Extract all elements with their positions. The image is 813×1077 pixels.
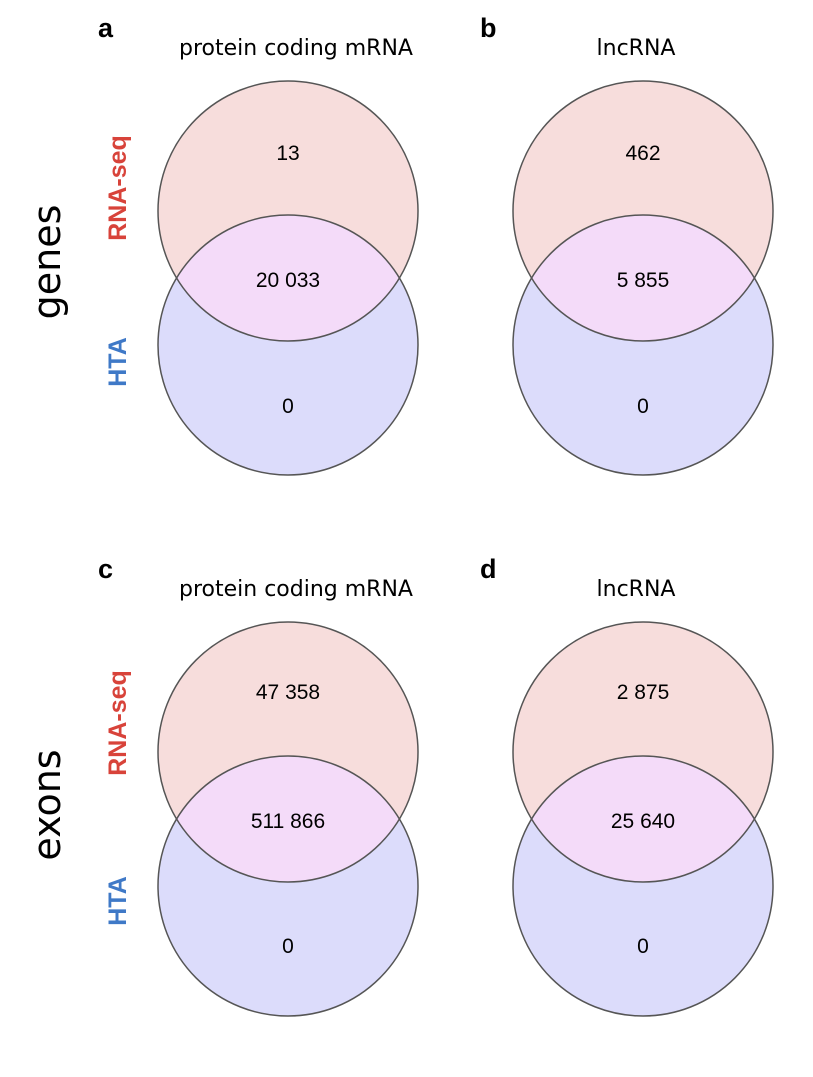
count-hta-only-c: 0 bbox=[282, 935, 294, 958]
panel-title-a: protein coding mRNA bbox=[179, 36, 413, 61]
count-rna-seq-only-a: 13 bbox=[276, 142, 299, 165]
count-hta-only-d: 0 bbox=[637, 935, 649, 958]
overlap-region-d bbox=[513, 756, 773, 882]
overlap-region-a bbox=[158, 215, 418, 341]
panel-title-c: protein coding mRNA bbox=[179, 577, 413, 602]
panel-letter-a: a bbox=[98, 13, 114, 43]
count-overlap-a: 20 033 bbox=[256, 269, 320, 292]
count-hta-only-b: 0 bbox=[637, 395, 649, 418]
set-label-rna-seq-genes: RNA-seq bbox=[104, 135, 132, 241]
count-hta-only-a: 0 bbox=[282, 395, 294, 418]
hta-outline-b bbox=[512, 214, 774, 476]
panel-title-b: lncRNA bbox=[597, 36, 676, 61]
count-overlap-b: 5 855 bbox=[617, 269, 670, 292]
count-overlap-c: 511 866 bbox=[251, 810, 325, 833]
rna-seq-outline-a bbox=[157, 80, 419, 342]
hta-outline-c bbox=[157, 755, 419, 1017]
rna-seq-outline-c bbox=[157, 621, 419, 883]
panel-letter-c: c bbox=[98, 554, 113, 584]
count-rna-seq-only-c: 47 358 bbox=[256, 681, 320, 704]
hta-outline-d bbox=[512, 755, 774, 1017]
overlap-region-c bbox=[158, 756, 418, 882]
panel-b: b lncRNA 462 5 855 0 bbox=[480, 13, 774, 476]
count-rna-seq-only-d: 2 875 bbox=[617, 681, 670, 704]
rna-seq-outline-b bbox=[512, 80, 774, 342]
rna-seq-outline-d bbox=[512, 621, 774, 883]
row-label-genes: genes bbox=[25, 205, 69, 320]
set-label-hta-exons: HTA bbox=[104, 876, 132, 926]
count-overlap-d: 25 640 bbox=[611, 810, 675, 833]
panel-a: a protein coding mRNA 13 20 033 0 bbox=[98, 13, 419, 476]
set-label-hta-genes: HTA bbox=[104, 337, 132, 387]
panel-letter-b: b bbox=[480, 13, 497, 43]
hta-outline-a bbox=[157, 214, 419, 476]
panel-title-d: lncRNA bbox=[597, 577, 676, 602]
panel-letter-d: d bbox=[480, 554, 497, 584]
count-rna-seq-only-b: 462 bbox=[625, 142, 660, 165]
row-label-exons: exons bbox=[25, 749, 69, 860]
panel-c: c protein coding mRNA 47 358 511 866 0 bbox=[98, 554, 419, 1017]
overlap-region-b bbox=[513, 215, 773, 341]
set-label-rna-seq-exons: RNA-seq bbox=[104, 670, 132, 776]
panel-d: d lncRNA 2 875 25 640 0 bbox=[480, 554, 774, 1017]
